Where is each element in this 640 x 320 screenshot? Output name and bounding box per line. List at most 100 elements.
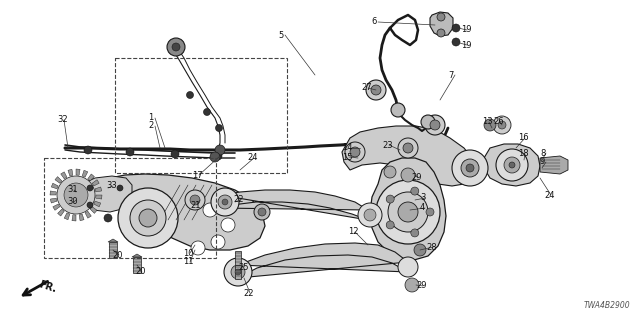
Circle shape bbox=[452, 38, 460, 46]
Circle shape bbox=[437, 13, 445, 21]
Text: TWA4B2900: TWA4B2900 bbox=[584, 301, 630, 310]
Circle shape bbox=[371, 85, 381, 95]
Polygon shape bbox=[342, 126, 474, 186]
Circle shape bbox=[235, 269, 241, 275]
Circle shape bbox=[358, 203, 382, 227]
Text: 4: 4 bbox=[420, 204, 425, 212]
Polygon shape bbox=[94, 201, 100, 207]
Polygon shape bbox=[58, 209, 64, 216]
Circle shape bbox=[426, 208, 434, 216]
Circle shape bbox=[384, 166, 396, 178]
Circle shape bbox=[64, 183, 88, 207]
Circle shape bbox=[191, 241, 205, 255]
Circle shape bbox=[430, 120, 440, 130]
Polygon shape bbox=[132, 254, 142, 257]
Polygon shape bbox=[82, 170, 88, 177]
Circle shape bbox=[186, 92, 193, 99]
Bar bbox=[109, 242, 117, 258]
Circle shape bbox=[366, 80, 386, 100]
Text: 33: 33 bbox=[106, 181, 116, 190]
Polygon shape bbox=[53, 204, 60, 210]
Polygon shape bbox=[50, 191, 56, 195]
Text: 24: 24 bbox=[247, 154, 257, 163]
Circle shape bbox=[509, 162, 515, 168]
Text: 15: 15 bbox=[342, 153, 353, 162]
Bar bbox=[235, 251, 241, 265]
Text: 11: 11 bbox=[183, 258, 193, 267]
Circle shape bbox=[466, 164, 474, 172]
Circle shape bbox=[215, 145, 225, 155]
Circle shape bbox=[388, 192, 428, 232]
Circle shape bbox=[167, 38, 185, 56]
Circle shape bbox=[386, 221, 394, 229]
Circle shape bbox=[411, 187, 419, 195]
Circle shape bbox=[171, 150, 179, 158]
Circle shape bbox=[345, 142, 365, 162]
Circle shape bbox=[498, 121, 506, 129]
Circle shape bbox=[391, 103, 405, 117]
Polygon shape bbox=[370, 158, 446, 260]
Text: 6: 6 bbox=[371, 18, 376, 27]
Text: 30: 30 bbox=[67, 197, 77, 206]
Polygon shape bbox=[64, 213, 70, 220]
Circle shape bbox=[211, 188, 239, 216]
Polygon shape bbox=[68, 169, 73, 176]
Text: 22: 22 bbox=[233, 196, 243, 204]
Circle shape bbox=[139, 209, 157, 227]
Polygon shape bbox=[96, 195, 102, 199]
Text: FR.: FR. bbox=[38, 279, 58, 294]
Polygon shape bbox=[76, 169, 80, 175]
Polygon shape bbox=[90, 207, 97, 213]
Circle shape bbox=[118, 188, 178, 248]
Text: 18: 18 bbox=[518, 149, 529, 158]
Circle shape bbox=[210, 152, 220, 162]
Circle shape bbox=[218, 195, 232, 209]
Polygon shape bbox=[540, 156, 568, 174]
Text: 20: 20 bbox=[135, 268, 145, 276]
Circle shape bbox=[350, 147, 360, 157]
Polygon shape bbox=[238, 243, 408, 278]
Text: 27: 27 bbox=[361, 84, 372, 92]
Circle shape bbox=[214, 152, 222, 160]
Circle shape bbox=[224, 258, 252, 286]
Circle shape bbox=[398, 202, 418, 222]
Text: 29: 29 bbox=[416, 282, 426, 291]
Circle shape bbox=[484, 119, 496, 131]
Polygon shape bbox=[61, 172, 67, 179]
Circle shape bbox=[504, 157, 520, 173]
Circle shape bbox=[231, 265, 245, 279]
Polygon shape bbox=[430, 12, 453, 36]
Circle shape bbox=[87, 202, 93, 208]
Circle shape bbox=[403, 143, 413, 153]
Polygon shape bbox=[55, 177, 62, 183]
Circle shape bbox=[87, 185, 93, 191]
Circle shape bbox=[398, 138, 418, 158]
Text: 25: 25 bbox=[238, 262, 248, 271]
Circle shape bbox=[386, 195, 394, 203]
Text: 20: 20 bbox=[112, 251, 122, 260]
Text: 19: 19 bbox=[461, 41, 472, 50]
Text: 28: 28 bbox=[426, 243, 436, 252]
Circle shape bbox=[254, 204, 270, 220]
Polygon shape bbox=[80, 176, 132, 212]
Text: 32: 32 bbox=[57, 116, 68, 124]
Circle shape bbox=[437, 29, 445, 37]
Circle shape bbox=[185, 190, 205, 210]
Text: 14: 14 bbox=[342, 143, 353, 153]
Polygon shape bbox=[79, 214, 84, 221]
Circle shape bbox=[222, 199, 228, 205]
Text: 7: 7 bbox=[448, 70, 453, 79]
Polygon shape bbox=[218, 190, 368, 220]
Circle shape bbox=[258, 208, 266, 216]
Text: 26: 26 bbox=[493, 117, 504, 126]
Polygon shape bbox=[72, 215, 76, 221]
Circle shape bbox=[104, 214, 112, 222]
Polygon shape bbox=[108, 239, 118, 242]
Circle shape bbox=[425, 115, 445, 135]
Bar bbox=[235, 265, 241, 279]
Text: 19: 19 bbox=[461, 26, 472, 35]
Polygon shape bbox=[95, 187, 102, 192]
Text: 5: 5 bbox=[278, 30, 284, 39]
Text: 13: 13 bbox=[482, 117, 493, 126]
Text: 31: 31 bbox=[67, 186, 77, 195]
